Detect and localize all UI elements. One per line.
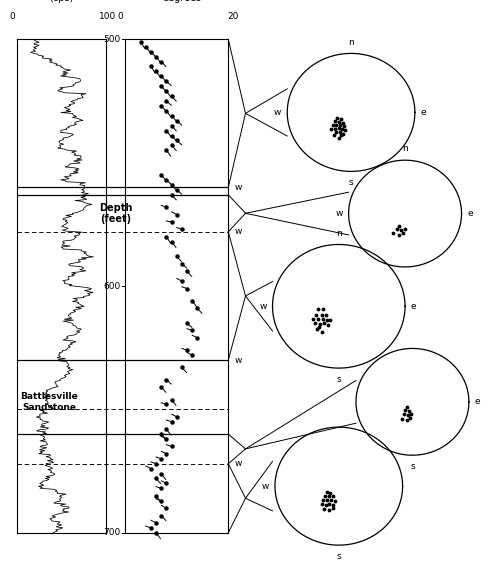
Text: 0: 0	[117, 12, 123, 21]
Text: Dip
degrees: Dip degrees	[162, 0, 201, 3]
Text: Depth
(feet): Depth (feet)	[99, 203, 132, 224]
Text: s: s	[410, 462, 415, 471]
Text: w: w	[234, 356, 242, 365]
Text: w: w	[259, 302, 267, 311]
Text: n: n	[336, 229, 342, 238]
Text: 700: 700	[103, 528, 120, 537]
Text: 20: 20	[227, 12, 239, 21]
Text: w: w	[262, 482, 269, 491]
Text: n: n	[402, 144, 408, 153]
Text: w: w	[234, 459, 242, 468]
Text: w: w	[234, 227, 242, 236]
Text: s: s	[336, 375, 341, 384]
Text: w: w	[234, 183, 242, 192]
Text: s: s	[349, 178, 354, 187]
Text: e: e	[421, 108, 426, 117]
Text: w: w	[335, 209, 343, 218]
Text: 0: 0	[9, 12, 15, 21]
Text: n: n	[348, 38, 354, 47]
Text: 100: 100	[99, 12, 117, 21]
Text: 600: 600	[103, 282, 120, 291]
Text: e: e	[411, 302, 416, 311]
Text: w: w	[274, 108, 281, 117]
Text: Gamma Ray
(cps): Gamma Ray (cps)	[31, 0, 91, 3]
Text: Battlesville
Sandstone: Battlesville Sandstone	[20, 392, 78, 411]
Text: 500: 500	[103, 35, 120, 44]
Text: e: e	[467, 209, 473, 218]
Text: s: s	[336, 552, 341, 561]
Text: e: e	[475, 397, 480, 406]
